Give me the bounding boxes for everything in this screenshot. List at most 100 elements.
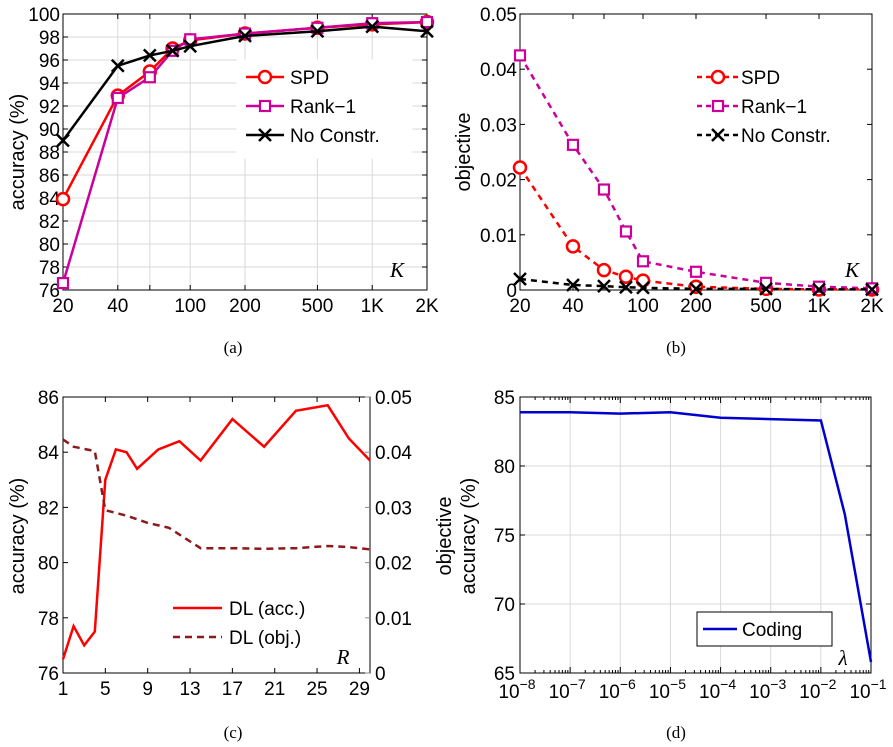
data-point bbox=[636, 255, 650, 268]
data-point bbox=[238, 27, 252, 40]
data-point bbox=[513, 49, 527, 62]
x-tick-label: 10−6 bbox=[599, 676, 636, 703]
x-tick-label: 10−7 bbox=[549, 676, 586, 703]
legend-marker bbox=[711, 99, 725, 113]
x-tick-label: 200 bbox=[680, 296, 712, 317]
x-tick-label: 100 bbox=[627, 296, 659, 317]
data-point bbox=[812, 282, 826, 297]
y-tick-label: 76 bbox=[39, 281, 60, 302]
legend-label: DL (obj.) bbox=[229, 628, 301, 649]
data-point bbox=[142, 48, 157, 63]
y-tick-label: 80 bbox=[39, 235, 60, 256]
x-tick-label: 1K bbox=[807, 296, 831, 317]
x-tick-label: 13 bbox=[179, 679, 200, 700]
legend-label: Rank−1 bbox=[290, 97, 356, 118]
y-axis-label: objective bbox=[453, 113, 475, 192]
y-tick-label: 92 bbox=[39, 97, 60, 118]
y-tick-label: 94 bbox=[39, 74, 61, 95]
x-tick-label: 1K bbox=[361, 296, 385, 317]
y-tick-label: 78 bbox=[38, 609, 59, 630]
x-tick-base: 10 bbox=[699, 682, 720, 703]
y-right-tick-label: 0.03 bbox=[375, 498, 412, 519]
x-axis-symbol: K bbox=[844, 258, 860, 282]
legend-marker bbox=[257, 69, 273, 85]
x-tick-exponent: −4 bbox=[720, 676, 736, 692]
series-line-0 bbox=[61, 403, 371, 660]
x-tick-exponent-sign: − bbox=[770, 676, 778, 692]
data-point bbox=[238, 28, 252, 43]
x-tick-label: 9 bbox=[142, 679, 153, 700]
y-right-tick-label: 0.05 bbox=[375, 388, 412, 409]
data-point bbox=[759, 282, 773, 296]
data-point bbox=[618, 269, 634, 285]
data-point bbox=[636, 280, 650, 295]
data-point bbox=[365, 19, 380, 34]
x-tick-exponent-value: 2 bbox=[829, 676, 837, 692]
y-tick-label: 78 bbox=[39, 258, 60, 279]
x-tick-base: 10 bbox=[649, 682, 670, 703]
data-point bbox=[566, 138, 580, 151]
x-axis-symbol: R bbox=[336, 645, 350, 669]
x-tick-label: 10−3 bbox=[749, 676, 786, 703]
x-tick-exponent: −8 bbox=[520, 676, 536, 692]
plot-frame bbox=[62, 396, 371, 674]
y-right-tick-label: 0.01 bbox=[375, 609, 412, 630]
x-tick-label: 20 bbox=[509, 296, 530, 317]
y-tick-label: 82 bbox=[38, 498, 59, 519]
data-point bbox=[183, 39, 198, 54]
series-line-0 bbox=[520, 410, 873, 663]
data-point bbox=[420, 24, 434, 39]
y-right-tick-label: 0 bbox=[375, 664, 386, 685]
x-tick-label: 10−1 bbox=[849, 676, 886, 703]
data-point bbox=[597, 279, 611, 294]
y-tick-label: 0.01 bbox=[480, 226, 517, 247]
y-tick-label: 80 bbox=[38, 554, 59, 575]
x-tick-exponent: −5 bbox=[670, 676, 686, 692]
y-tick-label: 84 bbox=[39, 189, 61, 210]
legend-marker bbox=[258, 99, 272, 113]
data-point bbox=[565, 239, 581, 254]
x-tick-exponent-sign: − bbox=[670, 676, 678, 692]
x-tick-label: 40 bbox=[562, 296, 583, 317]
x-tick-exponent-value: 8 bbox=[528, 676, 536, 692]
x-tick-base: 10 bbox=[498, 682, 519, 703]
data-point bbox=[689, 282, 703, 296]
x-tick-label: 29 bbox=[349, 679, 370, 700]
x-tick-exponent: −2 bbox=[820, 676, 836, 692]
x-tick-exponent-value: 4 bbox=[728, 676, 736, 692]
series-line-1 bbox=[62, 438, 371, 551]
x-tick-exponent-value: 5 bbox=[678, 676, 686, 692]
x-tick-exponent-sign: − bbox=[620, 676, 628, 692]
x-tick-label: 21 bbox=[264, 679, 285, 700]
panel-d: 10−8 10−7 10−6 10−5 10−4 10−3 10−2 10−165707580… bbox=[458, 388, 887, 703]
legend-marker bbox=[711, 128, 725, 142]
legend-label: SPD bbox=[290, 68, 329, 89]
x-tick-label: 25 bbox=[306, 679, 327, 700]
x-tick-label: 100 bbox=[174, 296, 206, 317]
caption-d: (d) bbox=[666, 723, 686, 742]
y-tick-label: 0.05 bbox=[480, 5, 517, 26]
x-tick-exponent: −3 bbox=[770, 676, 786, 692]
data-point bbox=[596, 262, 612, 278]
y-tick-label: 65 bbox=[494, 664, 515, 685]
data-point bbox=[110, 58, 125, 73]
panel-a: 20 40 100 200 500 1K 2K 76788082848688909294969… bbox=[7, 5, 439, 317]
y-right-tick-label: 0.02 bbox=[375, 554, 412, 575]
x-tick-base: 10 bbox=[799, 682, 820, 703]
x-tick-label: 200 bbox=[229, 296, 261, 317]
y-axis-label: accuracy (%) bbox=[7, 94, 29, 211]
legend-marker bbox=[258, 128, 272, 142]
data-point bbox=[566, 278, 580, 292]
x-tick-exponent-value: 6 bbox=[628, 676, 636, 692]
y-tick-label: 80 bbox=[494, 457, 515, 478]
y-tick-label: 75 bbox=[494, 526, 515, 547]
panel-c: 1 5 9 13 17 21 25 29 76 78 80 82 84 86 0 0.01 0.02 0.03 0.… bbox=[7, 388, 456, 700]
y-tick-label: 86 bbox=[38, 388, 59, 409]
caption-a: (a) bbox=[224, 338, 243, 357]
x-axis-symbol: λ bbox=[837, 646, 847, 670]
x-tick-label: 500 bbox=[750, 296, 782, 317]
x-tick-label: 1 bbox=[58, 679, 69, 700]
y-tick-label: 86 bbox=[39, 166, 60, 187]
x-tick-base: 10 bbox=[549, 682, 570, 703]
